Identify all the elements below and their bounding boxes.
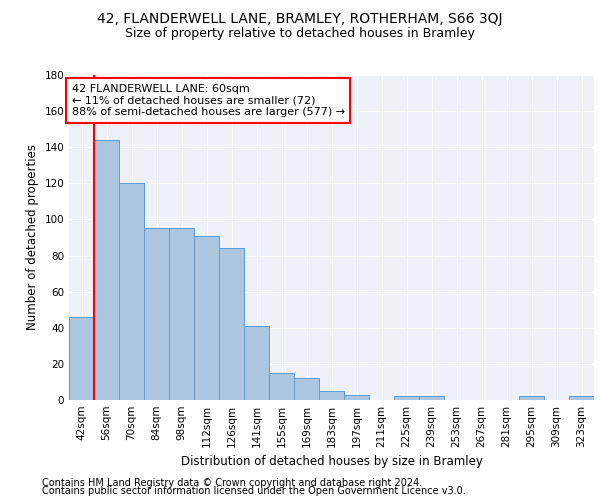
Bar (344, 394, 369, 400)
Text: 42 FLANDERWELL LANE: 60sqm
← 11% of detached houses are smaller (72)
88% of semi: 42 FLANDERWELL LANE: 60sqm ← 11% of deta… (71, 84, 344, 117)
Bar (244, 326, 269, 400)
Bar (194, 236, 219, 400)
Text: Contains public sector information licensed under the Open Government Licence v3: Contains public sector information licen… (42, 486, 466, 496)
Bar (394, 396, 419, 400)
Bar (419, 396, 444, 400)
Bar (144, 228, 169, 400)
Bar (94, 140, 119, 400)
Bar (519, 396, 544, 400)
Bar (169, 228, 194, 400)
Y-axis label: Number of detached properties: Number of detached properties (26, 144, 39, 330)
Bar (569, 396, 594, 400)
Text: Size of property relative to detached houses in Bramley: Size of property relative to detached ho… (125, 28, 475, 40)
Text: 42, FLANDERWELL LANE, BRAMLEY, ROTHERHAM, S66 3QJ: 42, FLANDERWELL LANE, BRAMLEY, ROTHERHAM… (97, 12, 503, 26)
X-axis label: Distribution of detached houses by size in Bramley: Distribution of detached houses by size … (181, 456, 482, 468)
Bar (69, 317, 94, 400)
Text: Contains HM Land Registry data © Crown copyright and database right 2024.: Contains HM Land Registry data © Crown c… (42, 478, 422, 488)
Bar (269, 373, 294, 400)
Bar (294, 378, 319, 400)
Bar (319, 391, 344, 400)
Bar (119, 184, 144, 400)
Bar (219, 248, 244, 400)
